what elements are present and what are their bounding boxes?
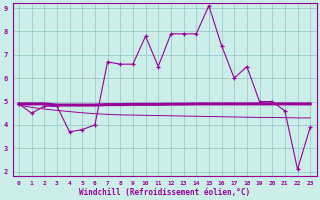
X-axis label: Windchill (Refroidissement éolien,°C): Windchill (Refroidissement éolien,°C)	[79, 188, 250, 197]
